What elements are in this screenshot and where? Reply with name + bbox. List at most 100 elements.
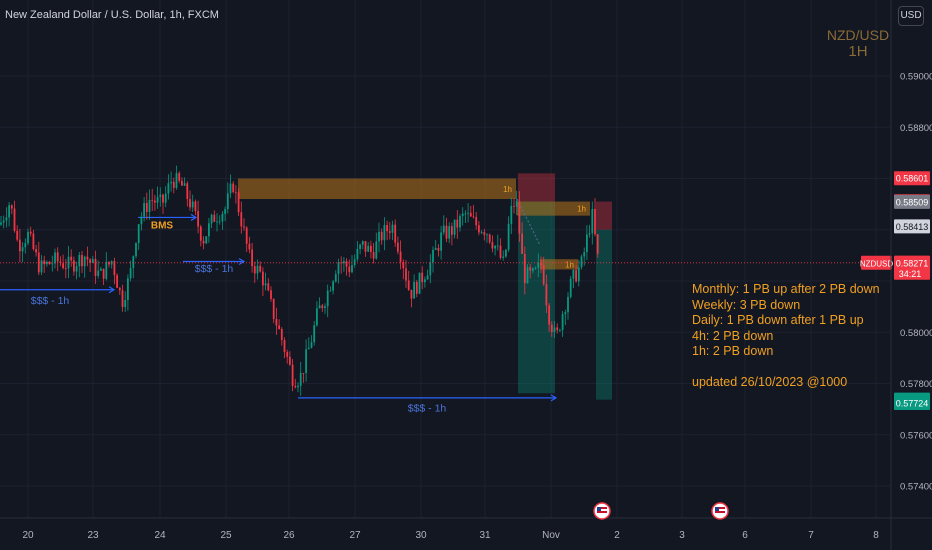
candle-body: [397, 242, 399, 252]
candle-body: [267, 283, 270, 291]
candle-body: [421, 272, 424, 283]
time-tick: 23: [87, 530, 99, 541]
candle-body: [135, 242, 137, 257]
candle-body: [402, 262, 405, 269]
flag-canton: [597, 507, 601, 511]
candle-body: [510, 205, 513, 224]
time-tick: 20: [22, 530, 34, 541]
flag-stripe: [715, 511, 725, 513]
candle-body: [318, 305, 321, 309]
candle-body: [532, 268, 534, 271]
candle-body: [21, 247, 24, 252]
candle-body: [251, 249, 253, 267]
candle-body: [469, 212, 472, 217]
candle-body: [121, 290, 124, 307]
candle-body: [378, 231, 380, 242]
candle-body: [162, 194, 164, 203]
candle-body: [278, 325, 280, 329]
candle-body: [445, 225, 448, 239]
candle-body: [340, 262, 343, 264]
flag-canton: [715, 507, 719, 511]
candle-body: [448, 226, 451, 239]
candle-body: [540, 262, 542, 266]
candle-body: [494, 245, 496, 249]
candle-body: [29, 231, 32, 234]
candle-body: [310, 342, 313, 348]
candle-body: [19, 239, 21, 252]
candle-body: [432, 249, 434, 263]
candle-body: [588, 233, 591, 235]
note-line: Weekly: 3 PB down: [692, 297, 801, 312]
candle-body: [418, 272, 421, 294]
updated-note: updated 26/10/2023 @1000: [692, 374, 848, 389]
candle-body: [434, 248, 437, 250]
candle-body: [580, 256, 583, 268]
arrow-head: [238, 258, 246, 266]
price-tag-label: 0.58509: [896, 197, 929, 207]
bms-label: BMS: [151, 220, 174, 231]
candle-body: [167, 183, 170, 194]
note-line: 4h: 2 PB down: [692, 328, 774, 343]
candle-body: [132, 256, 135, 268]
candle-body: [521, 233, 523, 254]
candle-body: [502, 256, 505, 258]
candle-body: [40, 260, 43, 273]
candle-body: [553, 327, 556, 332]
candle-body: [118, 287, 121, 291]
candle-body: [78, 255, 81, 267]
candle-body: [46, 261, 48, 265]
candle-body: [583, 252, 586, 257]
candle-body: [461, 213, 464, 217]
price-tick: 0.57800: [900, 379, 932, 390]
liquidity-label: $$$ - 1h: [195, 263, 234, 275]
time-tick: 27: [349, 530, 361, 541]
candle-body: [170, 181, 172, 184]
candle-body: [154, 200, 156, 203]
us-flag-event-icon[interactable]: [711, 502, 729, 520]
candle-body: [97, 270, 100, 276]
candle-body: [575, 270, 577, 282]
candle-body: [329, 290, 332, 292]
us-flag-event-icon[interactable]: [593, 502, 611, 520]
currency-button[interactable]: USD: [898, 6, 924, 26]
candle-body: [507, 223, 510, 250]
candle-body: [332, 281, 334, 291]
price-axis: 0.59000 0.58800 0.58000 0.57800 0.57600 0.574…: [860, 72, 932, 493]
candle-body: [586, 234, 588, 253]
candle-body: [237, 192, 240, 213]
take-profit-box: [596, 229, 612, 400]
candle-body: [16, 230, 19, 240]
note-line: Daily: 1 PB down after 1 PB up: [692, 313, 864, 327]
candle-body: [324, 306, 326, 309]
candle-body: [151, 199, 154, 201]
candle-body: [375, 241, 378, 259]
candle-body: [316, 308, 318, 326]
candle-body: [483, 232, 486, 235]
time-tick: 24: [154, 530, 166, 541]
candle-body: [472, 216, 475, 218]
candle-body: [353, 259, 356, 266]
candle-body: [348, 266, 351, 273]
candle-body: [113, 261, 116, 276]
candle-body: [480, 232, 483, 233]
candle-body: [356, 248, 359, 260]
candle-body: [189, 199, 191, 208]
candle-body: [297, 385, 299, 388]
candle-body: [73, 260, 75, 272]
candle-body: [89, 259, 91, 263]
candle-body: [248, 243, 251, 250]
candle-body: [43, 260, 46, 265]
candle-body: [272, 298, 275, 320]
candle-body: [2, 220, 5, 223]
candle-body: [205, 236, 208, 244]
time-tick: 30: [415, 530, 427, 541]
price-tag: [894, 194, 930, 209]
symbol-title: New Zealand Dollar / U.S. Dollar, 1h, FX…: [5, 9, 219, 21]
price-tag: [894, 219, 930, 234]
candle-body: [183, 183, 186, 186]
candle-body: [345, 261, 348, 267]
economic-event-icons[interactable]: [593, 502, 729, 520]
candle-body: [59, 261, 62, 264]
candle-body: [283, 339, 286, 353]
